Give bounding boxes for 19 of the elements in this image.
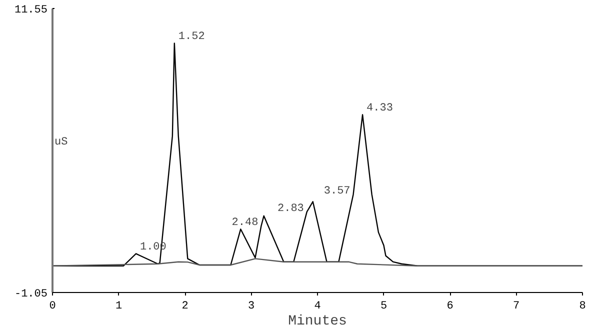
x-axis-title: Minutes [288,314,347,330]
annotation: 3.57 [324,185,350,198]
x-tick-label: 5 [380,300,388,312]
annotation: 1.52 [178,31,205,44]
x-tick-label: 6 [446,300,454,312]
y-tick-label: 11.55 [14,4,48,16]
x-tick-label: 4 [314,300,322,312]
x-tick-label: 7 [512,300,520,312]
x-tick-label: 8 [579,300,586,312]
annotation: 4.33 [366,102,393,115]
annotation: 2.48 [232,217,258,230]
y-axis-title: uS [54,136,68,148]
x-tick-label: 3 [248,300,255,312]
x-tick-label: 1 [115,300,122,312]
annotation: 2.83 [277,202,304,215]
line-series [52,258,582,267]
x-tick-label: 0 [49,300,56,312]
x-tick-label: 2 [182,300,188,312]
y-tick-label: -1.05 [14,288,48,300]
